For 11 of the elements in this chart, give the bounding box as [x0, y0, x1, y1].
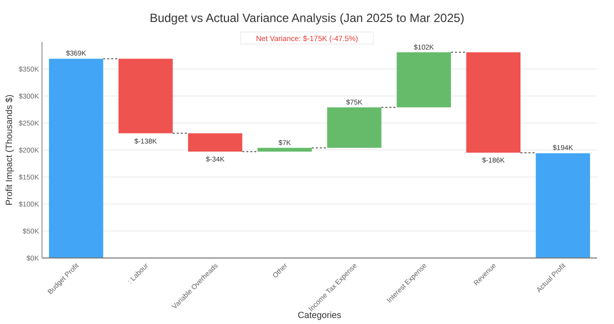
bar — [466, 52, 520, 153]
bar — [327, 107, 382, 148]
chart-title: Budget vs Actual Variance Analysis (Jan 2025 to Mar 2025) — [150, 11, 464, 25]
bar — [118, 58, 173, 134]
bar — [536, 153, 590, 258]
y-axis-title: Profit Impact (Thousands $) — [4, 94, 14, 206]
bar — [396, 52, 451, 108]
x-axis-title: Categories — [298, 310, 342, 320]
bar — [188, 133, 242, 152]
bar — [48, 58, 104, 258]
bar — [258, 148, 312, 152]
